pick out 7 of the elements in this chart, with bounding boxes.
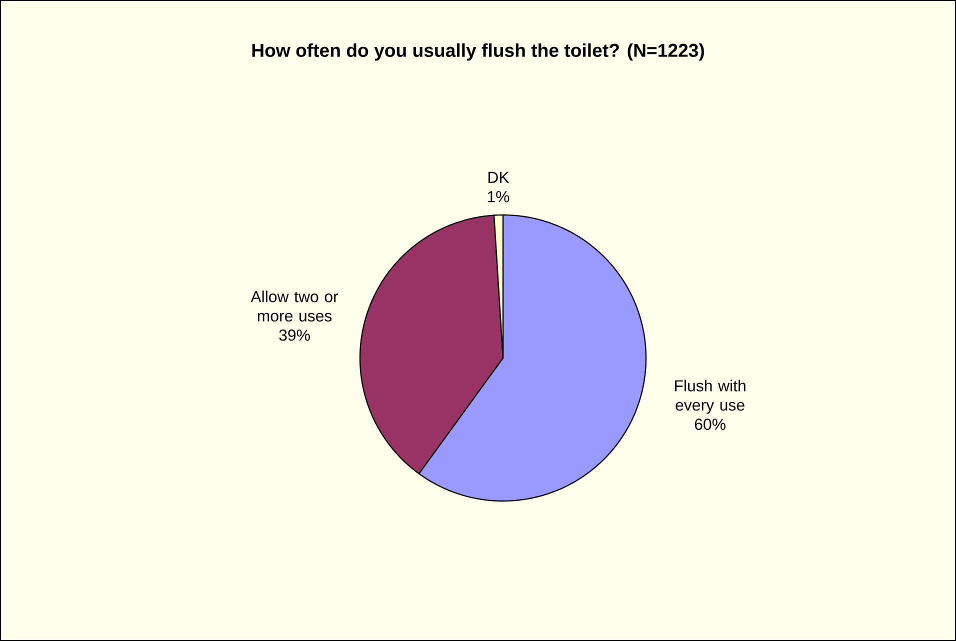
data-label: 60% bbox=[694, 418, 726, 430]
slice-label: DK bbox=[488, 172, 510, 183]
data-label: 1% bbox=[488, 191, 510, 202]
slice-label: Flush with every use bbox=[675, 380, 746, 414]
chart-title: How often do you usually flush the toilet? (N=1223) bbox=[252, 43, 704, 61]
data-label: 39% bbox=[279, 330, 310, 341]
slice-label: Allow two or more uses bbox=[250, 290, 338, 322]
